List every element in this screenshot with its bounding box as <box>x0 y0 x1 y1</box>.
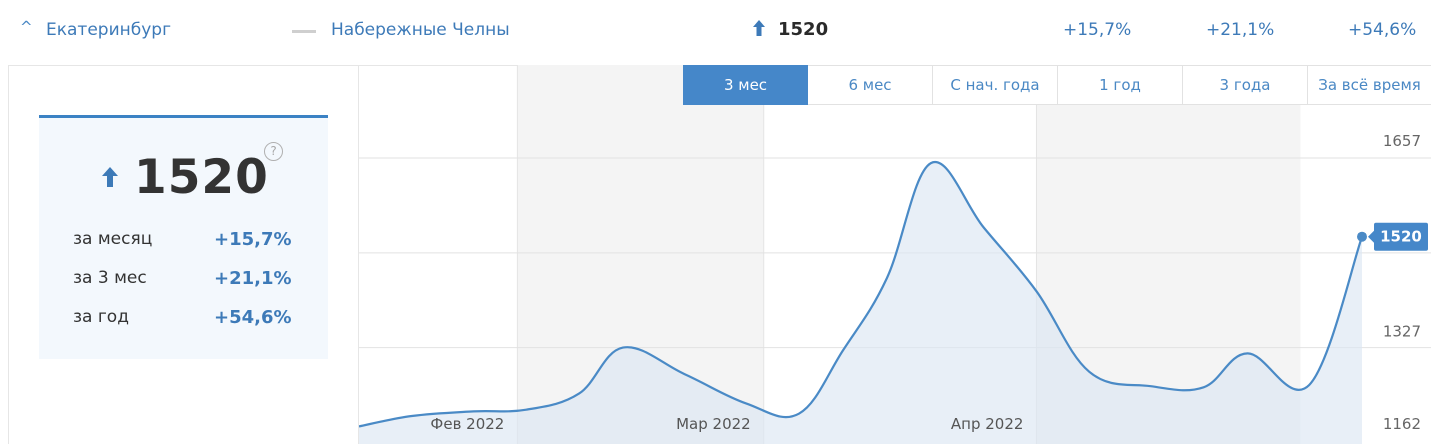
x-tick-label: Фев 2022 <box>430 415 504 433</box>
chart-area: 1657 1327 1162 Фев 2022 Мар 2022 Апр 2022 15… <box>358 65 1431 444</box>
tab-year-to-date[interactable]: С нач. года <box>933 65 1058 105</box>
series-area <box>359 162 1362 444</box>
city-secondary-link[interactable]: Набережные Челны <box>331 20 510 40</box>
y-tick-label: 1162 <box>1383 415 1421 433</box>
series-legend-dash <box>292 30 316 33</box>
tab-3-months[interactable]: 3 мес <box>683 65 808 105</box>
comparison-row: ^ Екатеринбург Набережные Челны 1520 +15… <box>0 0 1431 62</box>
change-year: +54,6% <box>1348 20 1417 40</box>
summary-value: 1520 <box>134 150 269 205</box>
tab-3-years[interactable]: 3 года <box>1183 65 1308 105</box>
value-badge <box>1374 222 1428 251</box>
comparison-value: 1520 <box>778 19 829 40</box>
tab-all-time[interactable]: За всё время <box>1308 65 1431 105</box>
arrow-up-icon <box>753 20 765 36</box>
value-badge-pointer <box>1368 230 1374 243</box>
stat-label-month: за месяц <box>73 229 153 249</box>
change-month: +15,7% <box>1063 20 1132 40</box>
city-primary-link[interactable]: Екатеринбург <box>46 20 172 40</box>
y-tick-label: 1657 <box>1383 132 1421 150</box>
help-icon[interactable]: ? <box>264 142 283 161</box>
chevron-up-icon[interactable]: ^ <box>20 18 33 36</box>
tab-1-year[interactable]: 1 год <box>1058 65 1183 105</box>
x-tick-label: Апр 2022 <box>951 415 1024 433</box>
price-chart: 1657 1327 1162 Фев 2022 Мар 2022 Апр 2022 15… <box>358 65 1431 444</box>
value-badge-label: 1520 <box>1380 228 1422 246</box>
stat-label-year: за год <box>73 307 129 327</box>
stat-value-month: +15,7% <box>214 229 292 250</box>
arrow-up-icon <box>102 167 118 187</box>
stat-value-year: +54,6% <box>214 307 292 328</box>
stat-value-3-months: +21,1% <box>214 268 292 289</box>
stat-label-3-months: за 3 мес <box>73 268 147 288</box>
series-line <box>358 160 1364 428</box>
y-tick-label: 1327 <box>1383 323 1421 341</box>
x-tick-label: Мар 2022 <box>676 415 751 433</box>
range-tabs: 3 мес 6 мес С нач. года 1 год 3 года За … <box>683 65 1431 105</box>
change-3-months: +21,1% <box>1206 20 1275 40</box>
last-point-marker <box>1357 231 1367 242</box>
tab-6-months[interactable]: 6 мес <box>808 65 933 105</box>
